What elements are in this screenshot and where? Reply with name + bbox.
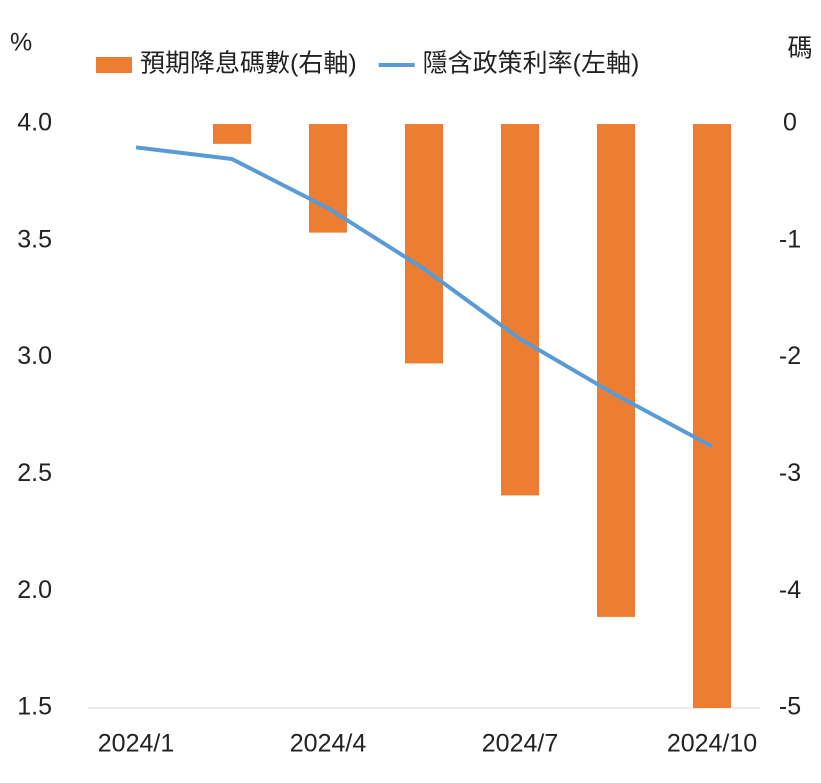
y-tick-label: 1.5: [17, 693, 52, 721]
y2-tick-label: -5: [779, 693, 801, 721]
x-tick-label: 2024/4: [290, 730, 367, 758]
y-tick-label: 4.0: [17, 109, 52, 137]
x-tick-label: 2024/1: [98, 730, 174, 758]
bar: [693, 124, 731, 708]
y-axis-label: %: [10, 29, 32, 57]
y2-tick-label: -4: [779, 576, 801, 604]
legend-label: 預期降息碼數(右軸): [140, 50, 357, 78]
y2-axis-label: 碼: [787, 35, 812, 63]
y2-tick-label: -3: [779, 459, 801, 487]
y-tick-label: 2.5: [17, 459, 52, 487]
x-tick-label: 2024/10: [667, 730, 757, 758]
bar: [597, 124, 635, 617]
legend-label: 隱含政策利率(左軸): [423, 50, 640, 78]
x-tick-label: 2024/7: [482, 730, 558, 758]
bar: [213, 124, 251, 144]
y-tick-label: 3.0: [17, 342, 52, 370]
y-tick-label: 3.5: [17, 225, 52, 253]
bar: [501, 124, 539, 496]
y2-tick-label: 0: [783, 109, 797, 137]
y-tick-label: 2.0: [17, 576, 52, 604]
y2-tick-label: -1: [779, 225, 801, 253]
legend-swatch: [96, 57, 132, 73]
bar: [405, 124, 443, 364]
line: [135, 145, 713, 449]
y2-tick-label: -2: [779, 342, 801, 370]
